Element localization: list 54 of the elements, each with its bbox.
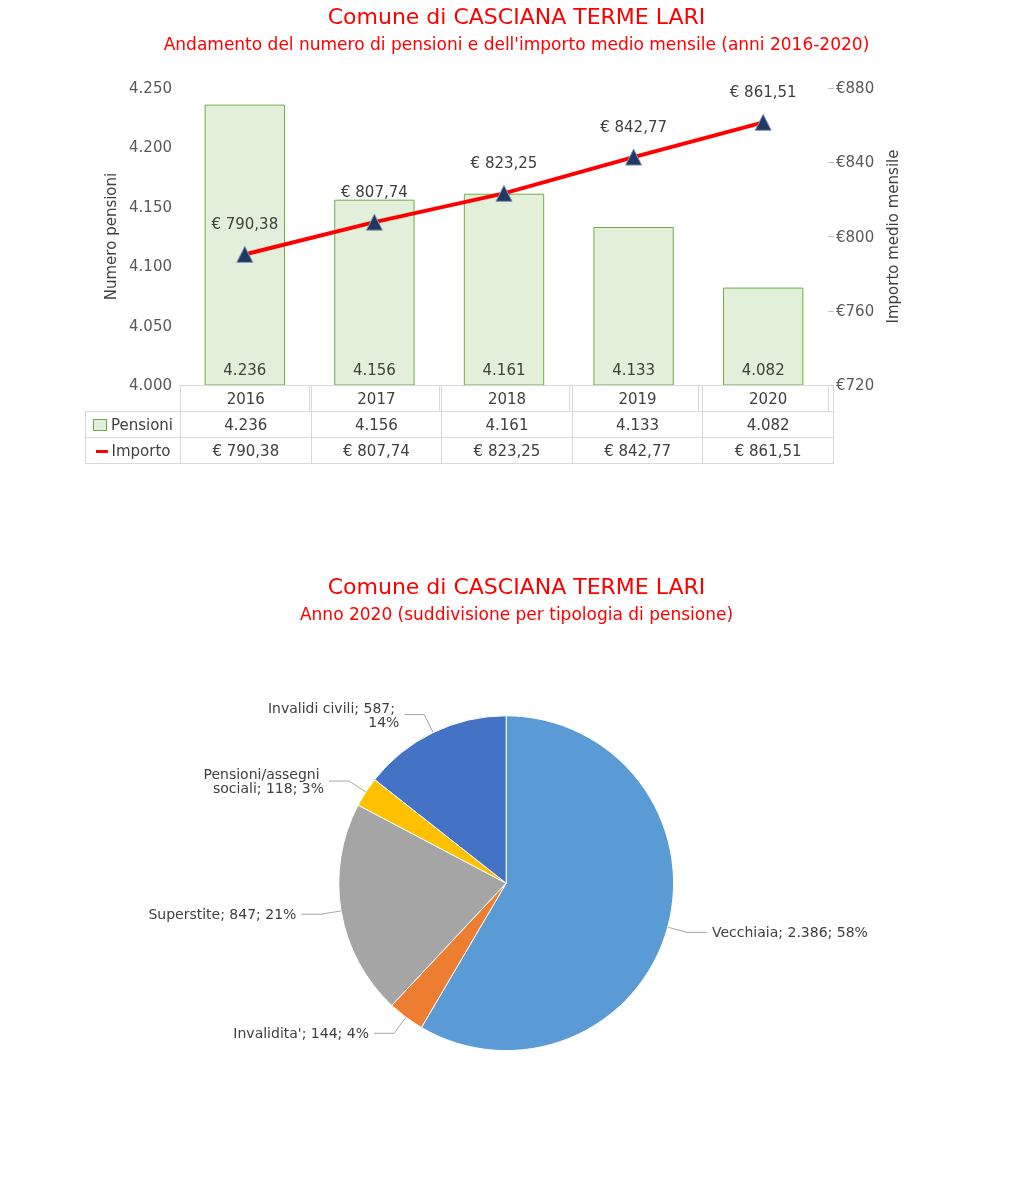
x-tick-label: 2018 (441, 385, 573, 412)
y-tick-label: 4.000 (129, 376, 172, 394)
y-tick-label: 4.050 (129, 316, 172, 335)
x-tick-label: 2019 (572, 385, 703, 412)
y2-tick-label: €720 (836, 376, 875, 394)
data-label: € 790,38 (180, 437, 312, 464)
slice-label: Invalidita'; 144; 4% (233, 1025, 369, 1042)
y2-axis-title: Importo medio mensile (883, 149, 902, 324)
legend-label: Pensioni (85, 411, 181, 438)
text: € 823,25 (470, 154, 538, 173)
y-tick-label: 4.200 (129, 138, 172, 157)
text: 4.082 (741, 361, 785, 379)
data-label: € 807,74 (311, 437, 442, 464)
text: € 861,51 (729, 83, 797, 102)
data-label: € 823,25 (441, 437, 573, 464)
text: 4.236 (223, 361, 267, 379)
legend-label: Importo (85, 437, 181, 464)
y2-tick-label: €880 (836, 79, 875, 97)
slice-label: Pensioni/assegni sociali; 118; 3% (203, 766, 325, 797)
chart-title: Comune di CASCIANA TERME LARI (327, 573, 706, 599)
data-label: € 861,51 (702, 437, 834, 464)
text: € 842,77 (600, 118, 667, 137)
chart-title: Comune di CASCIANA TERME LARI (327, 3, 706, 29)
data-label: € 842,77 (572, 437, 703, 464)
slice-label: Vecchiaia; 2.386; 58% (712, 924, 868, 941)
point (495, 184, 513, 202)
text: 4.161 (482, 361, 526, 379)
y2-tick-label: €760 (836, 301, 875, 320)
point (365, 213, 383, 231)
x-tick-label: 2020 (702, 385, 834, 412)
x-tick-label: 2017 (311, 385, 442, 412)
point (236, 245, 254, 263)
y-tick-label: 4.250 (129, 79, 172, 97)
text: € 807,74 (341, 183, 408, 202)
text: 4.133 (612, 361, 656, 379)
data-label: 4.082 (702, 411, 834, 438)
data-label: 4.156 (311, 411, 442, 438)
y-tick-label: 4.150 (129, 197, 172, 216)
chart-subtitle: Andamento del numero di pensioni e dell'importo medio mensile (anni 2016-2020) (163, 33, 870, 54)
x-tick-label: 2016 (180, 385, 312, 412)
y2-tick-label: €800 (836, 227, 875, 246)
point (625, 148, 643, 166)
slice-label: Invalidi civili; 587; 14% (267, 699, 400, 730)
data-label: 4.236 (180, 411, 312, 438)
y2-tick-label: €840 (836, 153, 875, 172)
data-label: 4.161 (441, 411, 573, 438)
text: € 790,38 (211, 215, 279, 234)
point (754, 113, 772, 131)
y-tick-label: 4.100 (129, 257, 172, 276)
y-axis-title: Numero pensioni (101, 172, 120, 301)
text: 4.156 (352, 361, 396, 379)
data-label: 4.133 (572, 411, 703, 438)
chart-subtitle: Anno 2020 (suddivisione per tipologia di pensione) (299, 603, 734, 624)
slice-label: Superstite; 847; 21% (148, 906, 297, 923)
